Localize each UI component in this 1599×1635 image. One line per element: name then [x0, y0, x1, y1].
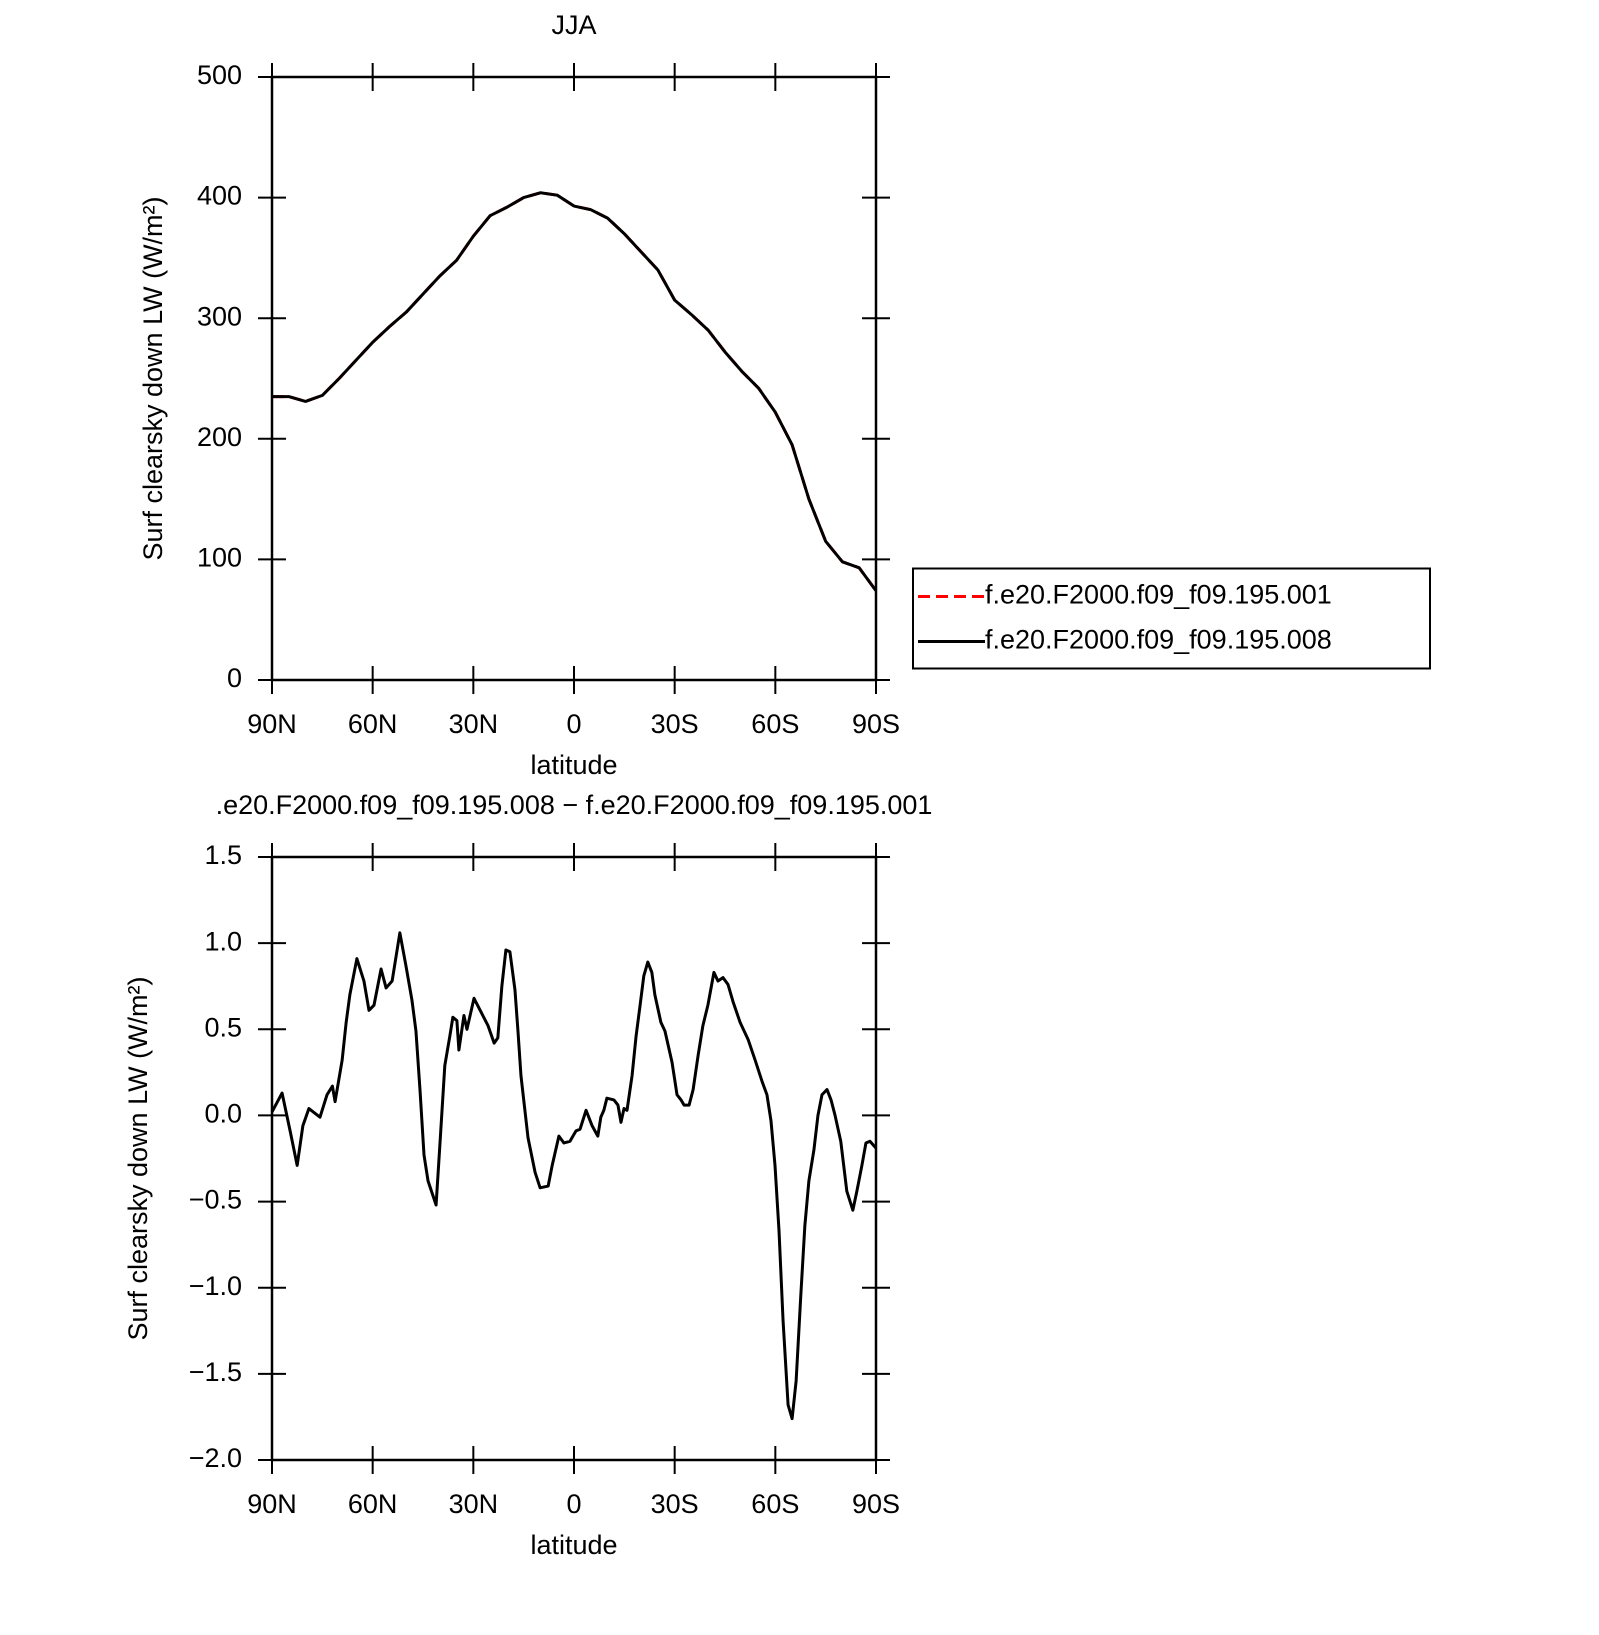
plot-frame [270, 75, 878, 682]
y-tick-label: 100 [197, 543, 242, 573]
x-axis-label: latitude [530, 1530, 617, 1560]
x-tick-label: 60S [751, 1489, 799, 1519]
x-tick-label: 90N [247, 709, 297, 739]
x-tick-label: 90N [247, 1489, 297, 1519]
plot-frame [270, 855, 878, 1462]
y-tick-label: −0.5 [189, 1185, 242, 1215]
y-axis-label: Surf clearsky down LW (W/m²) [138, 196, 168, 560]
x-tick-label: 0 [566, 1489, 581, 1519]
x-tick-label: 30N [449, 709, 499, 739]
y-tick-label: −2.0 [189, 1443, 242, 1473]
chart-title: JJA [551, 10, 596, 40]
legend-label: f.e20.F2000.f09_f09.195.001 [985, 580, 1332, 610]
legend-label: f.e20.F2000.f09_f09.195.008 [985, 625, 1332, 655]
x-tick-label: 90S [852, 709, 900, 739]
data-line [270, 931, 878, 1421]
chart-title: .e20.F2000.f09_f09.195.008 − f.e20.F2000… [216, 790, 933, 820]
y-tick-label: 0.0 [204, 1099, 242, 1129]
x-tick-label: 90S [852, 1489, 900, 1519]
y-tick-label: −1.5 [189, 1357, 242, 1387]
y-tick-label: 0.5 [204, 1012, 242, 1042]
data-line [272, 191, 878, 592]
y-tick-label: 500 [197, 60, 242, 90]
y-tick-label: 300 [197, 301, 242, 331]
x-tick-label: 60N [348, 1489, 398, 1519]
x-tick-label: 60N [348, 709, 398, 739]
data-line [272, 191, 878, 592]
y-tick-label: 1.5 [204, 840, 242, 870]
x-axis-label: latitude [530, 750, 617, 780]
y-tick-label: 0 [227, 663, 242, 693]
y-tick-label: 200 [197, 422, 242, 452]
y-tick-label: 400 [197, 181, 242, 211]
x-tick-label: 30S [651, 709, 699, 739]
x-tick-label: 0 [566, 709, 581, 739]
x-tick-label: 30S [651, 1489, 699, 1519]
x-tick-label: 30N [449, 1489, 499, 1519]
y-tick-label: −1.0 [189, 1271, 242, 1301]
legend-box [912, 567, 1431, 670]
x-tick-label: 60S [751, 709, 799, 739]
y-tick-label: 1.0 [204, 926, 242, 956]
y-axis-label: Surf clearsky down LW (W/m²) [123, 976, 153, 1340]
